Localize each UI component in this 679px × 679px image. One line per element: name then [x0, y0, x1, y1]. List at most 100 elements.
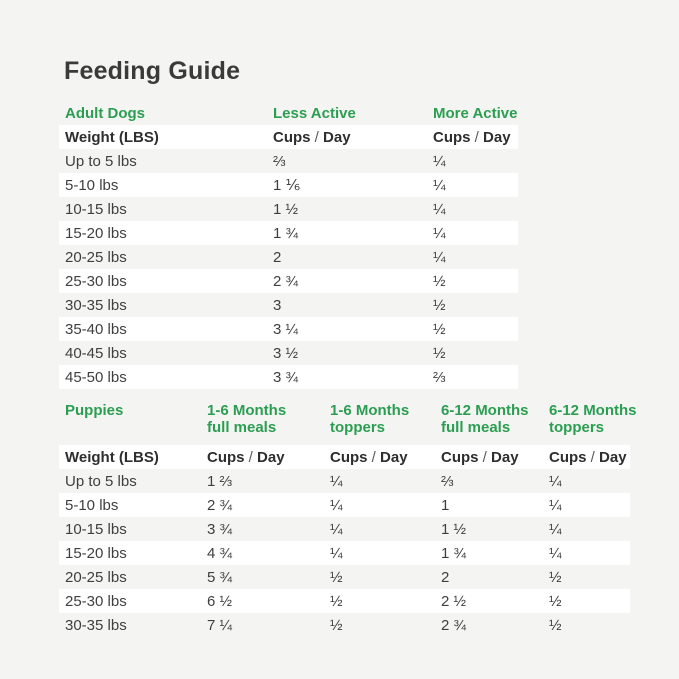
- less-active-cell: 3: [273, 296, 282, 314]
- header-line2: full meals: [207, 419, 277, 436]
- slash-separator: /: [371, 448, 376, 466]
- weight-cell: 30-35 lbs: [65, 616, 127, 634]
- more-active-cell: ½: [433, 320, 446, 338]
- toppers-1-6-cell: ½: [330, 592, 343, 610]
- weight-cell: 15-20 lbs: [65, 224, 127, 242]
- puppies-label: Puppies: [65, 402, 124, 419]
- slash-separator: /: [590, 448, 595, 466]
- toppers-1-6-cell: ¼: [330, 472, 343, 490]
- cups-label: Cups: [273, 128, 311, 146]
- header-line1: 6-12 Months: [441, 402, 529, 419]
- col-1-6-toppers-label: 1-6 Months toppers: [324, 400, 435, 436]
- toppers-6-12-cell: ½: [549, 592, 562, 610]
- day-label: Day: [483, 128, 511, 146]
- table-row: 30-35 lbs 7 ¼ ½ 2 ¾ ½: [59, 613, 630, 637]
- header-line1: 6-12 Months: [549, 402, 637, 419]
- adult-dogs-table: Weight (LBS) Cups / Day Cups / Day Up to…: [59, 125, 518, 389]
- table-row: 35-40 lbs 3 ¼ ½: [59, 317, 518, 341]
- full-meals-1-6-cell: 1 ⅔: [207, 472, 233, 490]
- toppers-1-6-cell: ½: [330, 568, 343, 586]
- toppers-6-12-cell: ¼: [549, 496, 562, 514]
- less-active-cell: 2 ¾: [273, 272, 299, 290]
- weight-cell: 5-10 lbs: [65, 176, 119, 194]
- cups-day-header: Cups / Day: [201, 449, 324, 466]
- full-meals-6-12-cell: 1 ½: [441, 520, 467, 538]
- less-active-label: Less Active: [273, 104, 356, 122]
- weight-cell: 25-30 lbs: [65, 272, 127, 290]
- full-meals-6-12-cell: 1 ¾: [441, 544, 467, 562]
- cups-day-header: Cups / Day: [543, 449, 630, 466]
- cups-label: Cups: [433, 128, 471, 146]
- table-row: 10-15 lbs 1 ½ ¼: [59, 197, 518, 221]
- header-line2: full meals: [441, 419, 511, 436]
- more-active-cell: ½: [433, 272, 446, 290]
- full-meals-1-6-cell: 5 ¾: [207, 568, 233, 586]
- weight-cell: 15-20 lbs: [65, 544, 127, 562]
- table-row: 25-30 lbs 6 ½ ½ 2 ½ ½: [59, 589, 630, 613]
- toppers-1-6-cell: ¼: [330, 496, 343, 514]
- toppers-1-6-cell: ½: [330, 616, 343, 634]
- day-label: Day: [323, 128, 351, 146]
- table-row: 5-10 lbs 2 ¾ ¼ 1 ¼: [59, 493, 630, 517]
- toppers-6-12-cell: ½: [549, 568, 562, 586]
- page-title: Feeding Guide: [64, 57, 241, 85]
- less-active-cell: 1 ⅙: [273, 177, 301, 194]
- puppy-units-row: Weight (LBS) Cups / Day Cups / Day Cups …: [59, 445, 630, 469]
- more-active-cell: ½: [433, 344, 446, 362]
- cups-label: Cups: [441, 448, 479, 466]
- adult-dogs-label: Adult Dogs: [65, 104, 145, 122]
- header-line2: toppers: [549, 419, 605, 436]
- full-meals-1-6-cell: 2 ¾: [207, 496, 233, 514]
- less-active-cell: 2: [273, 248, 282, 266]
- more-active-cell: ⅔: [433, 368, 446, 386]
- table-row: 20-25 lbs 2 ¼: [59, 245, 518, 269]
- col-1-6-full-meals-label: 1-6 Months full meals: [201, 400, 324, 436]
- full-meals-6-12-cell: ⅔: [441, 472, 454, 490]
- toppers-1-6-cell: ¼: [330, 520, 343, 538]
- toppers-6-12-cell: ½: [549, 616, 562, 634]
- table-row: 10-15 lbs 3 ¾ ¼ 1 ½ ¼: [59, 517, 630, 541]
- less-active-cell: 3 ¼: [273, 320, 299, 338]
- cups-day-header: Cups / Day: [324, 449, 435, 466]
- full-meals-6-12-cell: 2: [441, 568, 450, 586]
- toppers-6-12-cell: ¼: [549, 520, 562, 538]
- more-active-cell: ¼: [433, 200, 446, 218]
- less-active-cell: 1 ½: [273, 200, 299, 218]
- cups-label: Cups: [207, 448, 245, 466]
- slash-separator: /: [482, 448, 487, 466]
- table-row: 25-30 lbs 2 ¾ ½: [59, 269, 518, 293]
- weight-cell: 25-30 lbs: [65, 592, 127, 610]
- toppers-6-12-cell: ¼: [549, 472, 562, 490]
- more-active-label: More Active: [433, 104, 518, 122]
- more-active-cell: ¼: [433, 224, 446, 242]
- more-active-cell: ¼: [433, 248, 446, 266]
- cups-label: Cups: [330, 448, 368, 466]
- puppies-table: Weight (LBS) Cups / Day Cups / Day Cups …: [59, 445, 630, 637]
- cups-day-header: Cups / Day: [267, 129, 427, 146]
- weight-cell: 10-15 lbs: [65, 520, 127, 538]
- table-row: 40-45 lbs 3 ½ ½: [59, 341, 518, 365]
- table-row: 45-50 lbs 3 ¾ ⅔: [59, 365, 518, 389]
- full-meals-6-12-cell: 1: [441, 496, 450, 514]
- less-active-cell: 1 ¾: [273, 224, 299, 242]
- full-meals-6-12-cell: 2 ¾: [441, 616, 467, 634]
- toppers-1-6-cell: ¼: [330, 544, 343, 562]
- day-label: Day: [599, 448, 627, 466]
- day-label: Day: [257, 448, 285, 466]
- more-active-cell: ¼: [433, 176, 446, 194]
- table-row: Up to 5 lbs 1 ⅔ ¼ ⅔ ¼: [59, 469, 630, 493]
- full-meals-1-6-cell: 6 ½: [207, 592, 233, 610]
- weight-cell: 45-50 lbs: [65, 368, 127, 386]
- weight-cell: 20-25 lbs: [65, 248, 127, 266]
- weight-header: Weight (LBS): [65, 448, 159, 466]
- slash-separator: /: [248, 448, 253, 466]
- weight-cell: Up to 5 lbs: [65, 152, 137, 170]
- more-active-cell: ¼: [433, 152, 446, 170]
- table-row: 20-25 lbs 5 ¾ ½ 2 ½: [59, 565, 630, 589]
- slash-separator: /: [314, 128, 319, 146]
- weight-cell: 30-35 lbs: [65, 296, 127, 314]
- table-row: 5-10 lbs 1 ⅙ ¼: [59, 173, 518, 197]
- table-row: 15-20 lbs 1 ¾ ¼: [59, 221, 518, 245]
- adult-section-header: Adult Dogs Less Active More Active: [59, 101, 518, 125]
